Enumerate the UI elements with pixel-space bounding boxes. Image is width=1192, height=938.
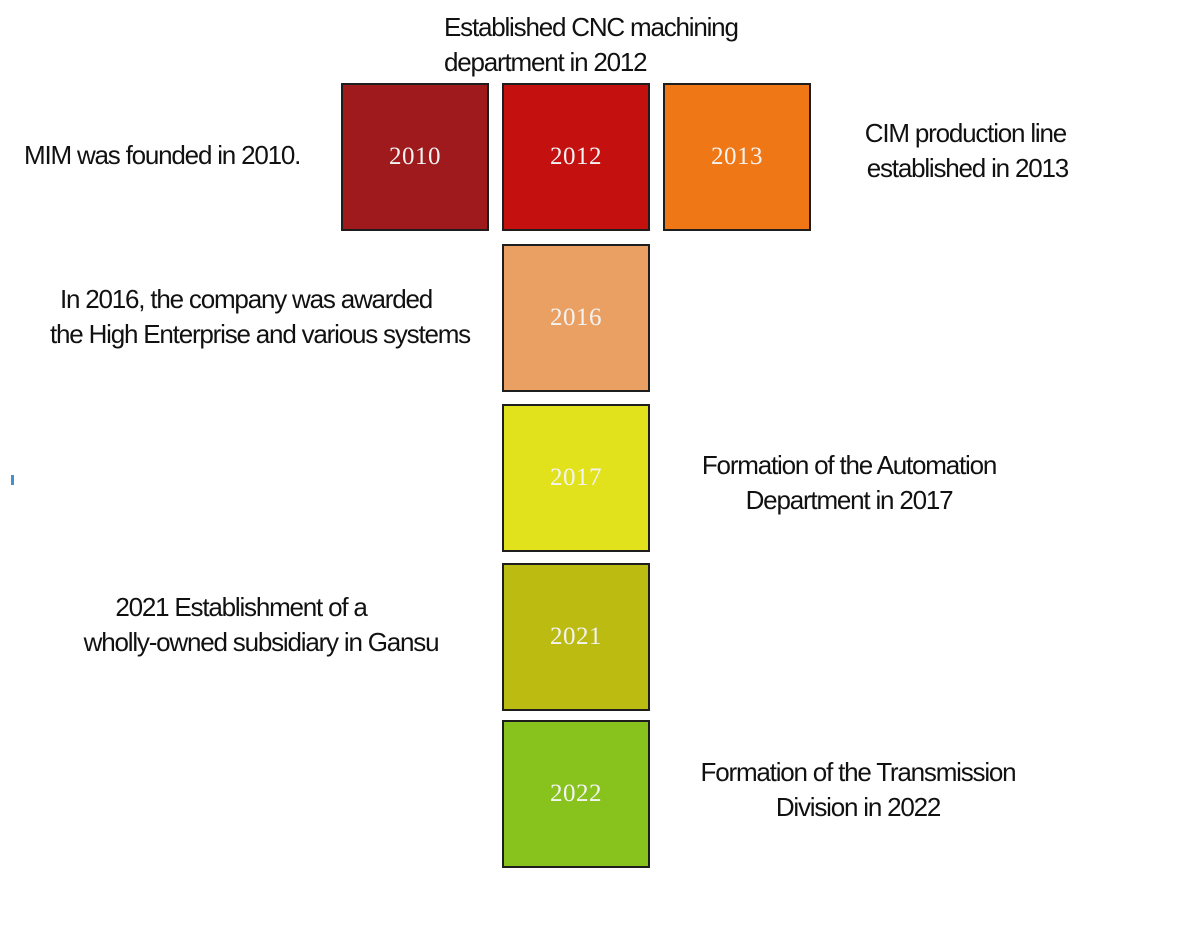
milestone-text-2013-line1: CIM production line: [864, 118, 1067, 148]
year-box-2012: 2012: [502, 83, 650, 231]
milestone-text-2017: Formation of the Automation Department i…: [668, 448, 1030, 518]
milestone-text-2017-line1: Formation of the Automation: [701, 450, 997, 480]
milestone-text-2022: Formation of the Transmission Division i…: [668, 755, 1048, 825]
milestone-text-2016-line2: the High Enterprise and various systems: [50, 319, 471, 349]
milestone-text-2013-line2: established in 2013: [866, 153, 1069, 183]
milestone-text-2016: In 2016, the company was awarded the Hig…: [20, 282, 500, 352]
year-label-2013: 2013: [711, 143, 763, 170]
year-label-2010: 2010: [389, 143, 441, 170]
edge-marker: [11, 475, 14, 485]
year-box-2010: 2010: [341, 83, 489, 231]
year-box-2021: 2021: [502, 563, 650, 711]
milestone-text-2012: Established CNC machining department in …: [444, 10, 739, 80]
milestone-text-2010: MIM was founded in 2010.: [24, 140, 301, 170]
milestone-text-2021-line1: 2021 Establishment of a: [115, 592, 368, 622]
year-label-2016: 2016: [550, 304, 602, 331]
year-label-2021: 2021: [550, 623, 602, 650]
milestone-text-2017-line2: Department in 2017: [745, 485, 954, 515]
milestone-text-2012-line2: department in 2012: [444, 47, 648, 77]
milestone-text-2022-line2: Division in 2022: [775, 792, 942, 822]
year-label-2017: 2017: [550, 464, 602, 491]
year-label-2022: 2022: [550, 780, 602, 807]
year-box-2022: 2022: [502, 720, 650, 868]
year-box-2017: 2017: [502, 404, 650, 552]
milestone-text-2021: 2021 Establishment of a wholly-owned sub…: [44, 590, 478, 660]
milestone-text-2012-line1: Established CNC machining: [444, 12, 739, 42]
year-label-2012: 2012: [550, 143, 602, 170]
milestone-text-2013: CIM production line established in 2013: [830, 116, 1069, 186]
milestone-text-2022-line1: Formation of the Transmission: [700, 757, 1017, 787]
year-box-2013: 2013: [663, 83, 811, 231]
milestone-text-2016-line1: In 2016, the company was awarded: [59, 284, 433, 314]
milestone-text-2021-line2: wholly-owned subsidiary in Gansu: [83, 627, 440, 657]
year-box-2016: 2016: [502, 244, 650, 392]
